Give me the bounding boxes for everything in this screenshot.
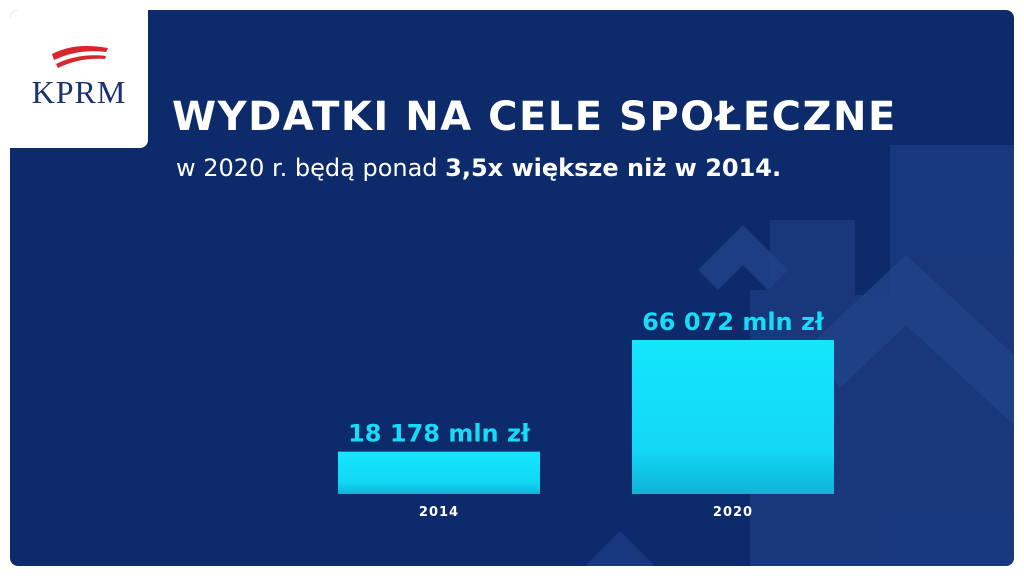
subtitle-prefix: w 2020 r. będą ponad bbox=[176, 154, 446, 182]
page-subtitle: w 2020 r. będą ponad 3,5x większe niż w … bbox=[176, 154, 781, 182]
x-tick-label-2014: 2014 bbox=[419, 505, 459, 520]
bar-2020 bbox=[632, 340, 834, 494]
x-tick-label-2020: 2020 bbox=[713, 505, 753, 520]
data-label-2014: 18 178 mln zł bbox=[348, 420, 531, 448]
page-title: WYDATKI NA CELE SPOŁECZNE bbox=[172, 94, 897, 140]
bar-2014 bbox=[338, 451, 540, 494]
flag-logo-graphic bbox=[52, 46, 108, 68]
data-label-2020: 66 072 mln zł bbox=[642, 308, 825, 336]
kprm-logo: KPRM bbox=[10, 10, 148, 148]
logo-text: KPRM bbox=[31, 74, 127, 110]
subtitle-highlight: 3,5x większe niż w 2014. bbox=[445, 154, 782, 182]
